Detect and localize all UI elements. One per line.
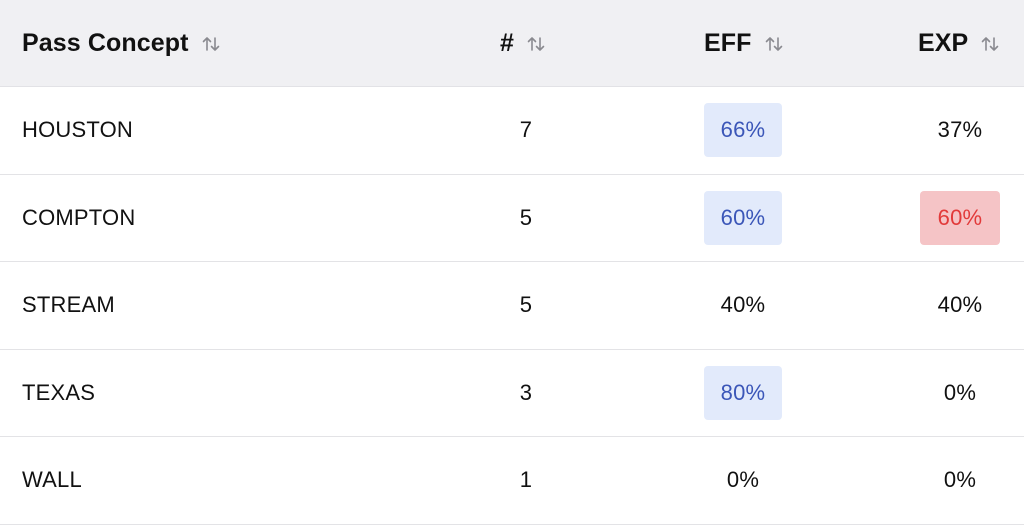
column-header-label: Pass Concept [22,29,189,57]
eff-value: 60% [704,190,782,245]
count-cell: 3 [519,379,533,405]
count-cell: 5 [519,204,533,230]
pass-concept-cell: COMPTON [22,204,136,230]
exp-cell: 37% [937,117,983,143]
pass-concept-cell: WALL [22,467,82,493]
eff-cell: 60% [704,175,782,262]
sort-arrows-icon[interactable] [201,35,221,53]
count-cell: 7 [519,117,533,143]
column-header-pass-concept[interactable]: Pass Concept [22,0,221,87]
column-header-label: # [500,29,515,57]
table-row[interactable]: TEXAS 3 80% 0% [0,350,1024,437]
exp-value: 60% [920,190,1000,245]
eff-value: 80% [704,365,782,420]
sort-arrows-icon[interactable] [526,35,546,53]
eff-cell: 0% [726,467,760,493]
pass-concept-cell: HOUSTON [22,117,134,143]
pass-concept-cell: TEXAS [22,379,96,405]
column-header-exp[interactable]: EXP [918,0,1000,87]
exp-cell: 0% [943,467,977,493]
column-header-label: EFF [704,29,752,57]
sort-arrows-icon[interactable] [980,35,1000,53]
table-row[interactable]: WALL 1 0% 0% [0,437,1024,525]
exp-cell: 0% [943,379,977,405]
exp-cell: 60% [920,175,1000,262]
sort-arrows-icon[interactable] [764,35,784,53]
table-row[interactable]: HOUSTON 7 66% 37% [0,87,1024,175]
eff-value: 66% [704,103,782,158]
column-header-eff[interactable]: EFF [704,0,784,87]
count-cell: 5 [519,292,533,318]
eff-cell: 40% [720,292,766,318]
eff-cell: 66% [704,87,782,174]
column-header-label: EXP [918,29,969,57]
table-row[interactable]: STREAM 5 40% 40% [0,262,1024,350]
count-cell: 1 [519,467,533,493]
table-row[interactable]: COMPTON 5 60% 60% [0,175,1024,262]
column-header-count[interactable]: # [500,0,546,87]
pass-concept-cell: STREAM [22,292,115,318]
exp-cell: 40% [937,292,983,318]
eff-cell: 80% [704,350,782,437]
table-header: Pass Concept # EFF EXP [0,0,1024,87]
